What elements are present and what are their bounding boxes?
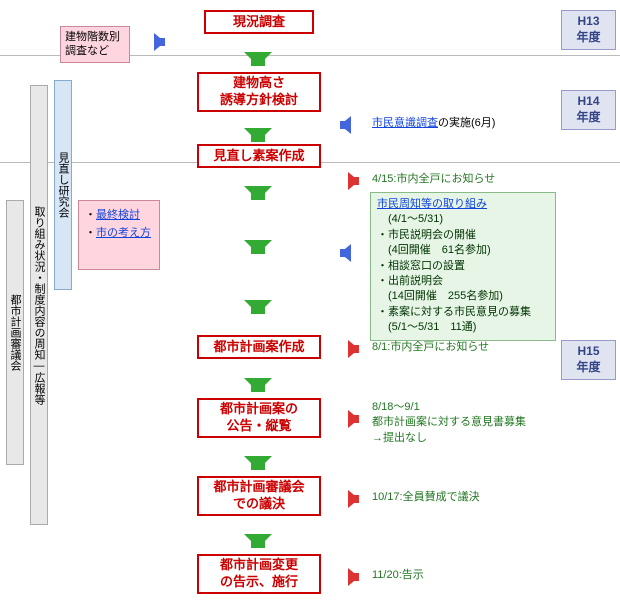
year-h13: H13 年度 (561, 10, 616, 50)
arrow-s5 (348, 490, 359, 508)
side-notice-415: 4/15:市内全戸にお知らせ (370, 170, 497, 189)
arrow-d1 (244, 52, 272, 66)
link-outreach-efforts[interactable]: 市民周知等の取り組み (377, 198, 487, 210)
vbar-study-label: 見直し研究会 (55, 152, 71, 218)
vbar-council: 都市計画審議会 (6, 200, 24, 465)
tag-line2: 調査など (65, 45, 109, 57)
arrow-s1 (340, 116, 351, 134)
arrow-s2 (348, 172, 359, 190)
pinkbox-links: ・最終検討 ・市の考え方 (78, 200, 160, 270)
node-council-vote: 都市計画審議会 での議決 (197, 476, 321, 516)
vbar-council-label: 都市計画審議会 (7, 294, 23, 371)
arrow-s3 (348, 340, 359, 358)
node-height-policy: 建物高さ 誘導方針検討 (197, 72, 321, 112)
arrow-d3 (244, 186, 272, 200)
vbar-outreach-label: 取り組み状況・制度内容の周知―広報等 (31, 206, 47, 405)
side-notice-81: 8/1:市内全戸にお知らせ (370, 338, 491, 357)
arrow-tag-to-flow (154, 33, 165, 51)
side-citizen-survey-rest: の実施(6月) (438, 117, 495, 129)
vbar-outreach: 取り組み状況・制度内容の周知―広報等 (30, 85, 48, 525)
panel-outreach: 市民周知等の取り組み (4/1～5/31) ・市民説明会の開催 (4回開催 61… (370, 192, 556, 341)
arrow-panel (340, 244, 351, 262)
arrow-d5 (244, 456, 272, 470)
side-comment-period: 8/18～9/1 都市計画案に対する意見書募集 →提出なし (370, 398, 528, 448)
link-citizen-survey[interactable]: 市民意識調査 (372, 117, 438, 129)
arrow-d6 (244, 534, 272, 548)
arrow-d4 (244, 378, 272, 392)
side-notice-1120: 11/20:告示 (370, 566, 426, 585)
year-h14: H14 年度 (561, 90, 616, 130)
node-public-notice: 都市計画案の 公告・縦覧 (197, 398, 321, 438)
node-enforcement: 都市計画変更 の告示、施行 (197, 554, 321, 594)
node-current-survey: 現況調査 (204, 10, 314, 34)
link-city-view[interactable]: 市の考え方 (96, 227, 151, 239)
arrow-s6 (348, 568, 359, 586)
node-city-plan-draft: 都市計画案作成 (197, 335, 321, 359)
year-h15: H15 年度 (561, 340, 616, 380)
arrow-d2 (244, 128, 272, 142)
link-final-review[interactable]: 最終検討 (96, 209, 140, 221)
arrow-s4 (348, 410, 359, 428)
arrow-d3b (244, 240, 272, 254)
tag-survey: 建物階数別 調査など (60, 26, 130, 63)
node-draft-plan: 見直し素案作成 (197, 144, 321, 168)
tag-line1: 建物階数別 (65, 31, 120, 43)
arrow-d3c (244, 300, 272, 314)
side-citizen-survey: 市民意識調査の実施(6月) (370, 114, 497, 133)
side-vote: 10/17:全員賛成で議決 (370, 488, 482, 507)
vbar-study: 見直し研究会 (54, 80, 72, 290)
